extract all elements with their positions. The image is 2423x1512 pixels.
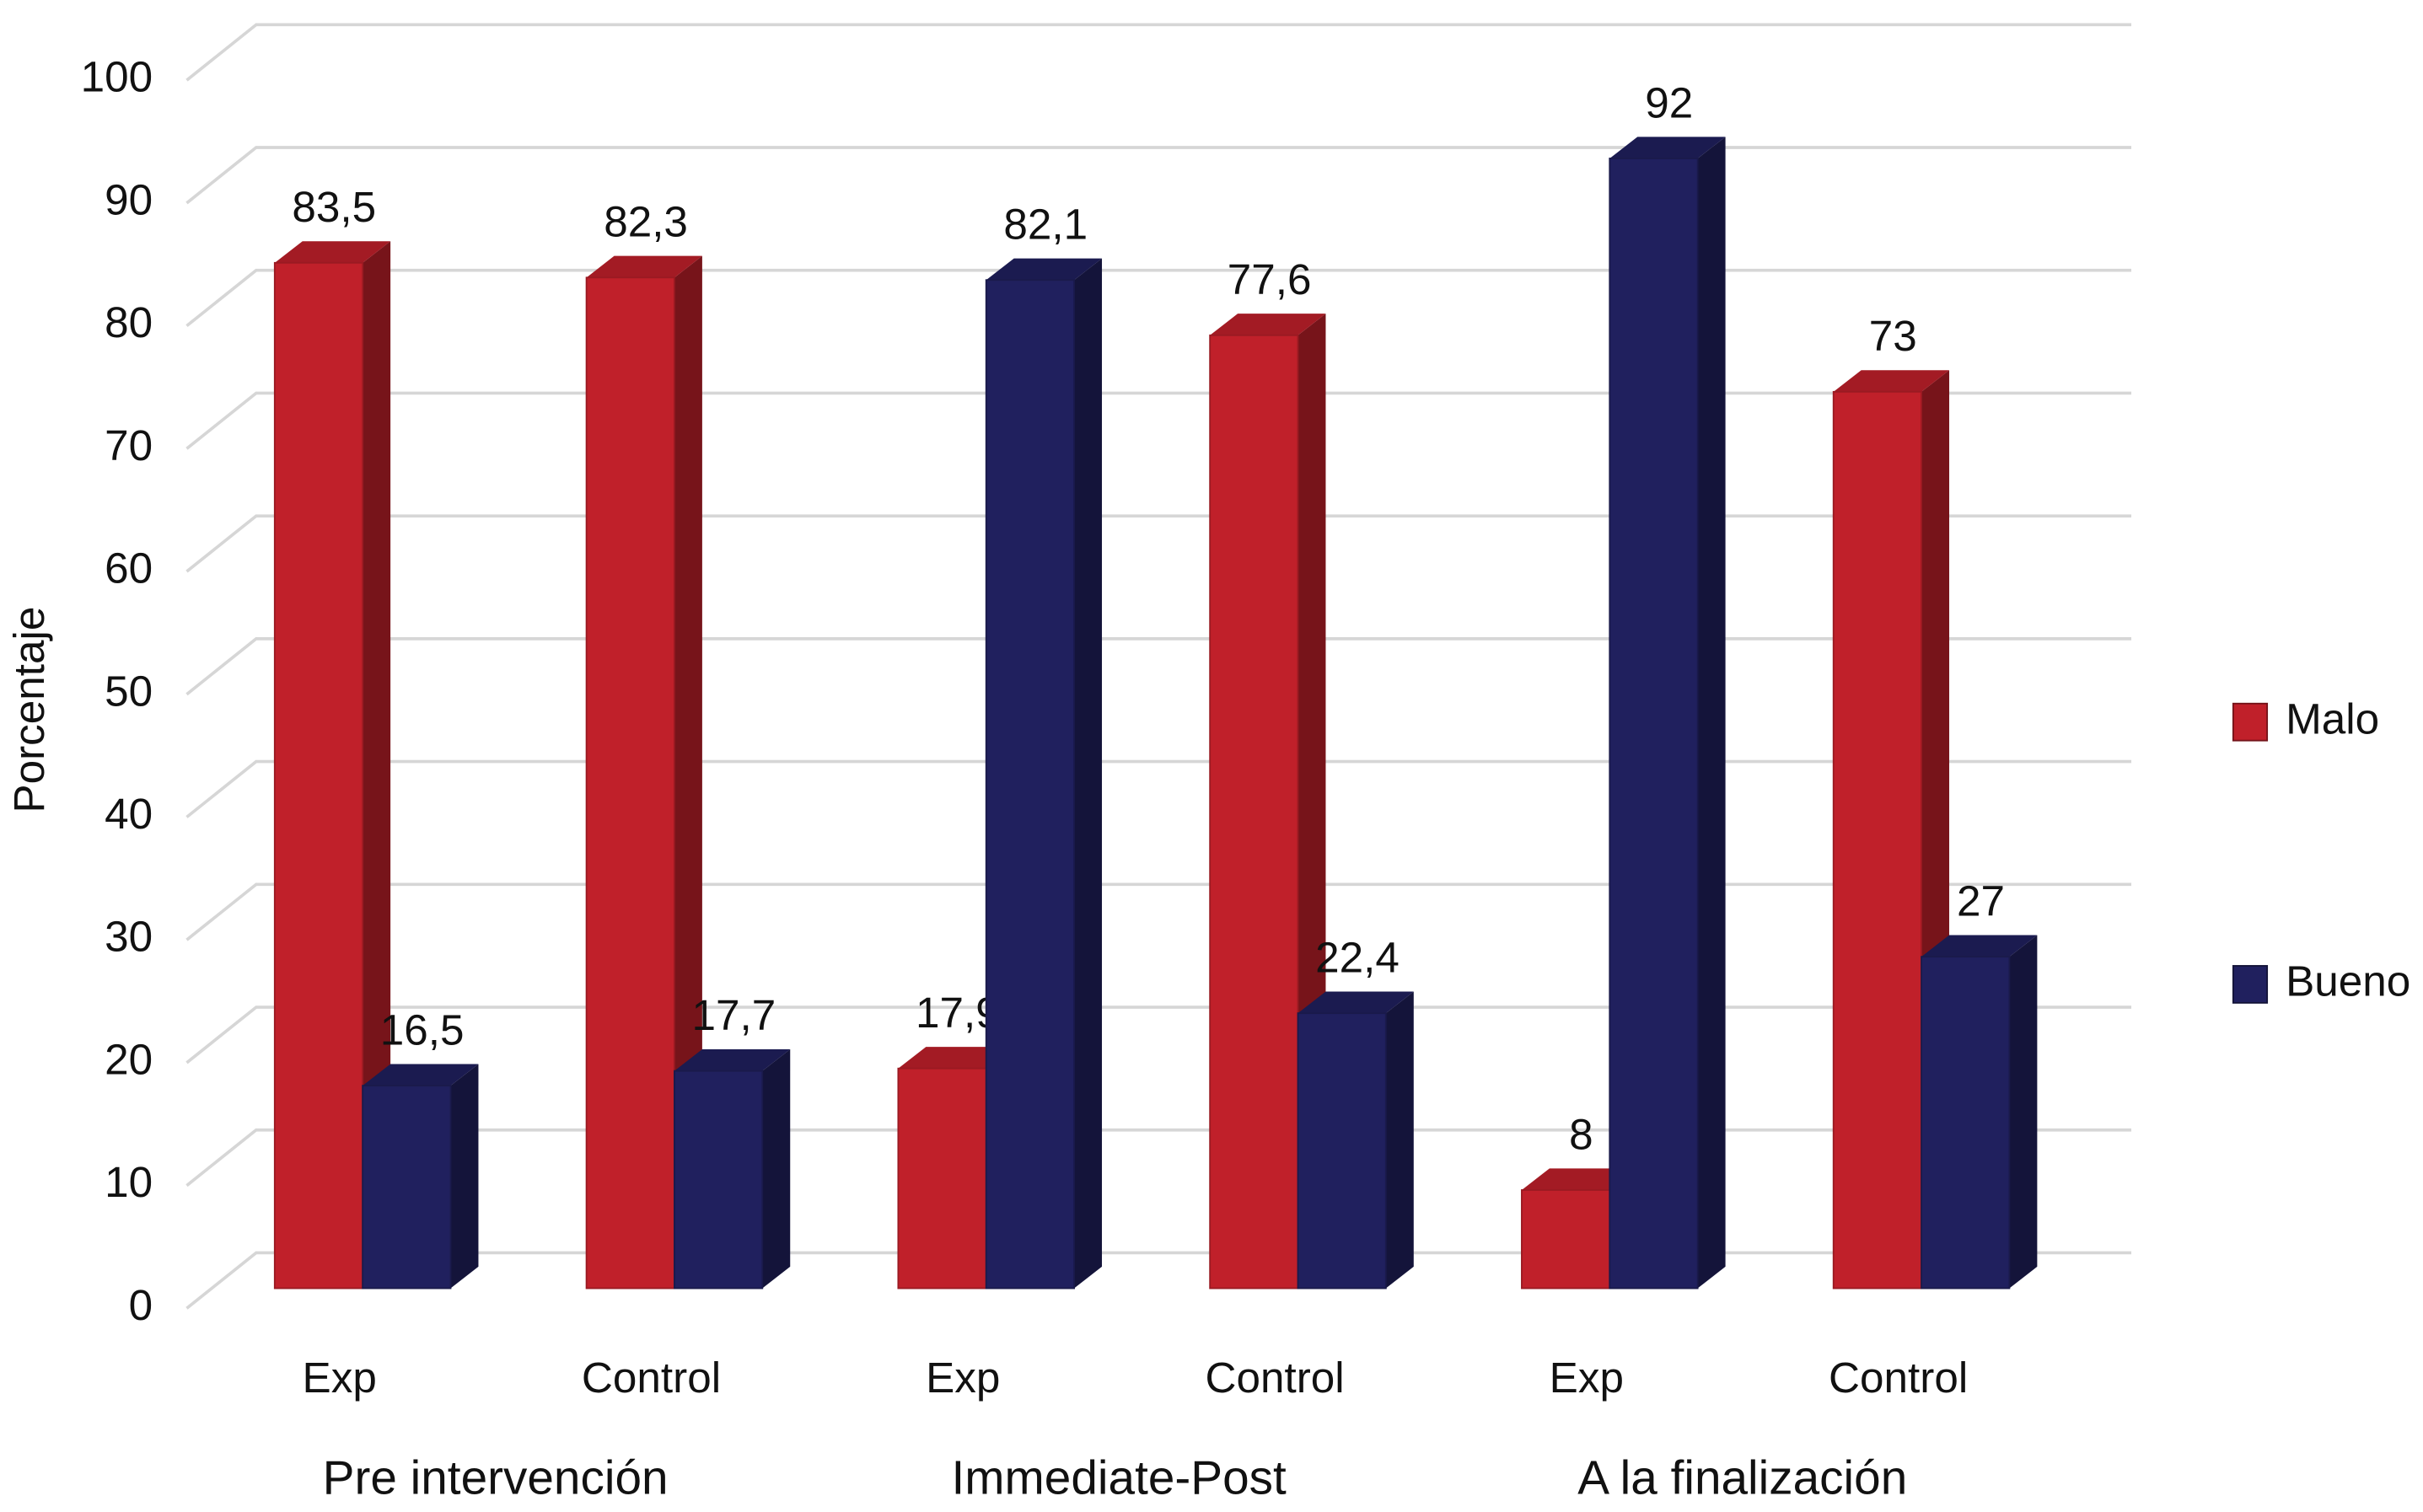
- grid-line: [185, 1005, 2132, 1064]
- x-tick-label: Control: [582, 1354, 721, 1402]
- grid-line: [185, 1251, 2132, 1310]
- bar-top: [986, 258, 1103, 281]
- bar: [1521, 1189, 1611, 1289]
- bar: [1832, 390, 1922, 1289]
- bar: [897, 1067, 987, 1289]
- grid-line: [185, 637, 2132, 696]
- bar-top: [1210, 314, 1326, 335]
- y-tick-label: 30: [105, 913, 153, 961]
- bar: [585, 276, 675, 1289]
- x-tick-label: Control: [1829, 1354, 1968, 1402]
- bar: [362, 1085, 452, 1289]
- bar-top: [363, 1064, 479, 1086]
- y-tick-label: 100: [81, 53, 153, 101]
- y-tick-label: 40: [105, 790, 153, 838]
- value-label: 27: [1957, 877, 2005, 925]
- grid-line: [185, 391, 2132, 450]
- bar-top: [1297, 991, 1414, 1014]
- value-label: 82,3: [604, 198, 688, 246]
- x-tick-label: Control: [1205, 1354, 1344, 1402]
- legend-swatch: [2232, 965, 2269, 1004]
- y-axis-label: Porcentaje: [5, 607, 53, 813]
- value-label: 16,5: [380, 1005, 465, 1054]
- bar-top: [1609, 137, 1726, 158]
- bar: [1209, 334, 1299, 1289]
- bar-top: [1921, 935, 2038, 957]
- value-label: 82,1: [1003, 201, 1088, 249]
- y-tick-label: 50: [105, 667, 153, 715]
- value-label: 22,4: [1315, 933, 1400, 981]
- y-tick-label: 0: [129, 1281, 153, 1329]
- bar: [1609, 158, 1699, 1289]
- y-tick-label: 20: [105, 1035, 153, 1083]
- grid-line: [185, 759, 2132, 818]
- y-tick-label: 90: [105, 175, 153, 223]
- y-tick-label: 10: [105, 1158, 153, 1206]
- legend-label: Malo: [2286, 694, 2379, 743]
- bar-top: [674, 1049, 791, 1071]
- bar-side: [762, 1049, 791, 1289]
- bar-side: [1074, 258, 1103, 1289]
- legend-swatch: [2232, 702, 2269, 742]
- bar-side: [1697, 137, 1726, 1289]
- grid-line: [185, 268, 2132, 328]
- group-label: Pre intervención: [323, 1451, 669, 1504]
- bar: [1297, 1012, 1387, 1289]
- bar-side: [674, 255, 702, 1289]
- grid-line: [185, 23, 2132, 82]
- grid-line: [185, 514, 2132, 573]
- value-label: 83,5: [292, 183, 376, 231]
- bar-top: [1833, 370, 1950, 392]
- bar: [273, 261, 364, 1289]
- bar-top: [1521, 1168, 1638, 1190]
- bar-side: [450, 1064, 479, 1289]
- group-label: A la finalización: [1577, 1451, 1907, 1504]
- group-label: Immediate-Post: [952, 1451, 1287, 1504]
- grid-line: [185, 882, 2132, 941]
- grid-line: [185, 1128, 2132, 1188]
- bar-top: [898, 1047, 1014, 1069]
- value-label: 8: [1569, 1110, 1593, 1158]
- value-label: 92: [1645, 78, 1693, 126]
- y-tick-label: 70: [105, 421, 153, 469]
- bar: [674, 1070, 764, 1289]
- y-tick-label: 60: [105, 544, 153, 592]
- x-tick-label: Exp: [303, 1354, 377, 1402]
- y-tick-label: 80: [105, 298, 153, 346]
- bar-side: [1385, 991, 1414, 1289]
- bar-top: [274, 241, 391, 263]
- legend-label: Bueno: [2286, 957, 2410, 1005]
- value-label: 77,6: [1228, 255, 1312, 303]
- value-label: 17,7: [692, 991, 776, 1039]
- grid-line: [185, 146, 2132, 205]
- bar-top: [586, 255, 702, 278]
- bar-side: [2009, 935, 2038, 1289]
- x-tick-label: Exp: [926, 1354, 1000, 1402]
- bar: [1921, 956, 2011, 1289]
- bar-side: [363, 241, 391, 1289]
- bar: [985, 279, 1075, 1289]
- x-tick-label: Exp: [1550, 1354, 1624, 1402]
- value-label: 73: [1869, 312, 1917, 360]
